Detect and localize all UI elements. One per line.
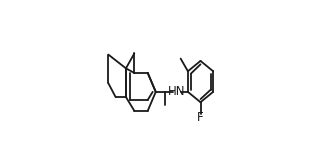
Text: HN: HN — [168, 85, 185, 98]
Text: F: F — [197, 111, 204, 124]
